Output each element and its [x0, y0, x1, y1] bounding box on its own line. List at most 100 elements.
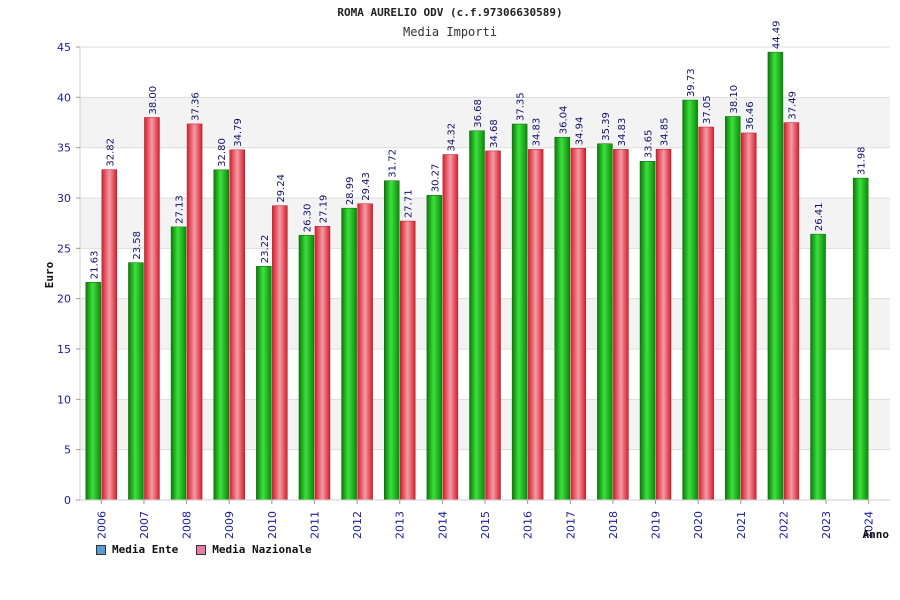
x-tick-label: 2014	[436, 511, 449, 539]
y-tick-label: 20	[57, 293, 71, 306]
value-label-media-ente: 26.41	[814, 202, 825, 231]
x-tick-label: 2024	[863, 511, 876, 539]
value-label-media-nazionale: 27.19	[318, 195, 329, 224]
legend-swatch-nazionale	[196, 544, 207, 555]
value-label-media-nazionale: 37.05	[702, 95, 713, 124]
x-tick-label: 2010	[266, 511, 279, 539]
value-label-media-nazionale: 37.36	[191, 92, 202, 121]
x-tick-label: 2019	[650, 511, 663, 539]
bar-media-nazionale	[783, 122, 800, 501]
bar-media-ente	[597, 143, 613, 501]
bars	[85, 51, 869, 501]
value-label-media-nazionale: 36.46	[745, 101, 756, 130]
bar-media-ente	[511, 123, 528, 501]
x-tick-label: 2020	[692, 511, 705, 539]
bar-media-ente	[852, 177, 869, 501]
value-label-media-ente: 32.80	[217, 138, 228, 167]
grid-band	[80, 47, 890, 98]
value-labels: 21.63 32.82 23.58 38.00 27.13 37.36 32.80 34.79…	[89, 20, 867, 279]
value-label-media-nazionale: 34.79	[233, 118, 244, 147]
bar-media-ente	[810, 233, 826, 501]
value-label-media-nazionale: 29.24	[276, 174, 287, 203]
bar-media-nazionale	[442, 154, 459, 501]
x-tick-label: 2007	[138, 511, 151, 539]
y-axis-label: Euro	[43, 261, 56, 288]
value-label-media-ente: 35.39	[601, 112, 612, 141]
value-label-media-ente: 31.98	[857, 146, 868, 175]
y-tick-labels: 0 5 10 15 20 25 30 35 40 45	[57, 41, 80, 507]
x-tick-label: 2012	[351, 511, 364, 539]
x-tick-label: 2016	[522, 511, 535, 539]
value-label-media-ente: 38.10	[729, 85, 740, 114]
value-label-media-ente: 21.63	[89, 251, 100, 280]
bar-media-nazionale	[698, 126, 714, 501]
bar-media-nazionale	[741, 132, 757, 501]
legend-item-nazionale: Media Nazionale	[196, 543, 312, 556]
x-tick-label: 2018	[607, 511, 620, 539]
value-label-media-ente: 30.27	[430, 164, 441, 193]
bar-media-nazionale	[655, 148, 672, 501]
value-label-media-ente: 31.72	[388, 149, 399, 178]
value-label-media-nazionale: 34.83	[617, 118, 628, 147]
x-tick-label: 2023	[820, 511, 833, 539]
value-label-media-ente: 44.49	[771, 20, 782, 49]
value-label-media-ente: 36.68	[473, 99, 484, 128]
bar-media-ente	[639, 161, 656, 501]
y-tick-label: 15	[57, 343, 71, 356]
y-tick-label: 10	[57, 393, 71, 406]
value-label-media-nazionale: 34.94	[574, 117, 585, 146]
value-label-media-nazionale: 34.83	[532, 118, 543, 147]
bar-media-nazionale	[485, 150, 501, 501]
value-label-media-ente: 39.73	[686, 68, 697, 97]
y-tick-label: 25	[57, 242, 71, 255]
value-label-media-nazionale: 37.49	[787, 91, 798, 120]
x-tick-labels: 2006 2007 2008 2009 2010 2011 2012 2013 2014 2015…	[95, 500, 876, 539]
bar-media-ente	[341, 207, 357, 501]
x-tick-label: 2008	[181, 511, 194, 539]
bar-media-nazionale	[186, 123, 203, 501]
chart-subtitle: Media Importi	[403, 25, 497, 39]
x-tick-label: 2011	[308, 511, 321, 539]
bar-media-ente	[469, 130, 485, 501]
x-tick-label: 2015	[479, 511, 492, 539]
value-label-media-ente: 28.99	[345, 177, 356, 206]
bar-media-ente	[383, 180, 400, 501]
y-tick-label: 30	[57, 192, 71, 205]
bar-media-nazionale	[613, 149, 629, 501]
legend: Media Ente Media Nazionale	[96, 543, 312, 556]
bar-media-ente	[85, 282, 102, 501]
bar-media-ente	[298, 234, 315, 501]
value-label-media-ente: 23.58	[132, 231, 143, 260]
bar-media-nazionale	[357, 203, 373, 501]
x-tick-label: 2009	[223, 511, 236, 539]
value-label-media-nazionale: 27.71	[404, 189, 415, 218]
y-tick-label: 45	[57, 41, 71, 54]
bar-media-nazionale	[272, 205, 288, 501]
x-axis-label: Anno	[863, 528, 890, 541]
y-tick-label: 40	[57, 91, 71, 104]
bar-media-nazionale	[570, 148, 587, 501]
y-tick-label: 0	[64, 494, 71, 507]
bar-media-ente	[725, 116, 741, 501]
value-label-media-nazionale: 38.00	[148, 86, 159, 115]
bar-media-nazionale	[101, 169, 118, 501]
value-label-media-ente: 27.13	[175, 195, 186, 224]
bar-media-ente	[170, 226, 187, 501]
value-label-media-ente: 37.35	[516, 92, 527, 121]
bar-media-ente	[767, 51, 784, 501]
x-tick-label: 2022	[777, 511, 790, 539]
value-label-media-ente: 33.65	[644, 130, 655, 159]
value-label-media-nazionale: 34.85	[660, 118, 671, 147]
x-tick-label: 2013	[394, 511, 407, 539]
bar-media-ente	[256, 266, 272, 501]
value-label-media-nazionale: 29.43	[361, 172, 372, 201]
value-label-media-nazionale: 34.68	[489, 119, 500, 148]
value-label-media-ente: 26.30	[302, 204, 313, 233]
bar-media-nazionale	[229, 149, 245, 501]
value-label-media-ente: 23.22	[260, 235, 271, 264]
bar-media-ente	[213, 169, 229, 501]
bar-media-ente	[682, 99, 698, 501]
legend-item-ente: Media Ente	[96, 543, 178, 556]
bar-media-nazionale	[527, 149, 544, 501]
